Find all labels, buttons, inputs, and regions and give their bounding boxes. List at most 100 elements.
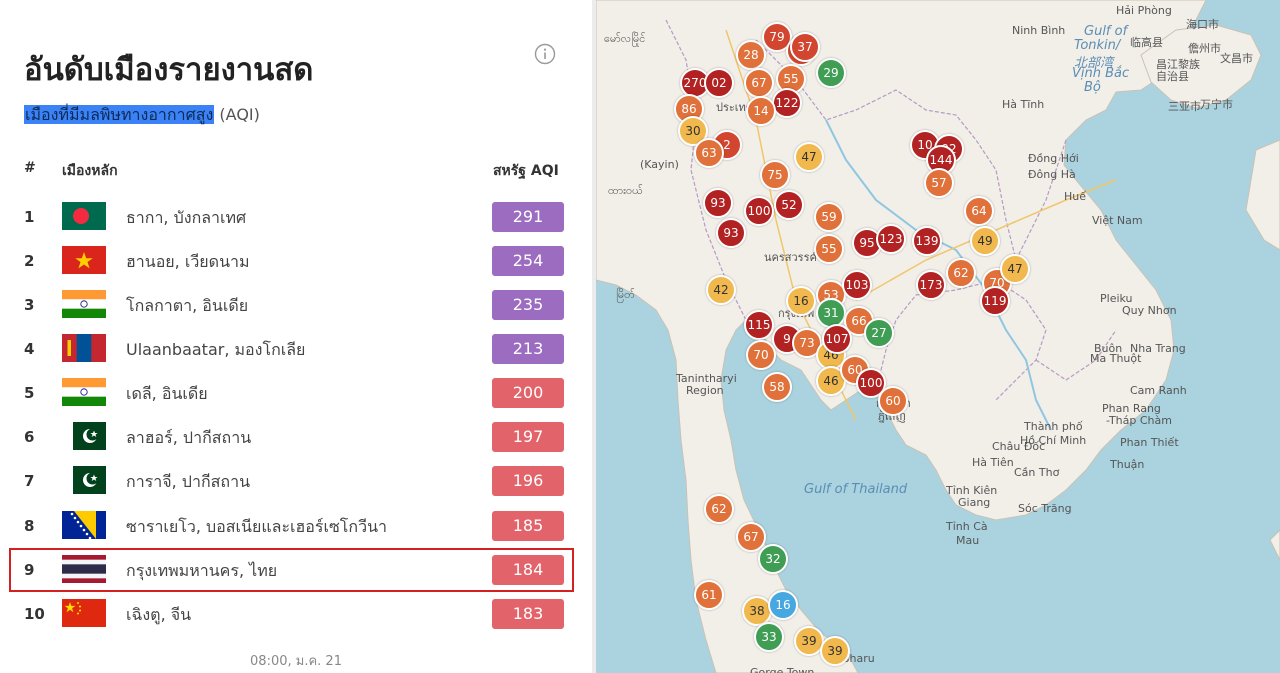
map-place-label: Gulf of (1084, 24, 1128, 39)
aqi-map-marker[interactable]: 67 (736, 522, 766, 552)
aqi-map-marker[interactable]: 62 (946, 258, 976, 288)
map-place-label: Châu Đốc (992, 440, 1046, 453)
row-city[interactable]: เดลี, อินเดีย (126, 384, 208, 403)
map-place-label: Gulf of Thailand (804, 482, 908, 497)
aqi-map-marker[interactable]: 64 (964, 196, 994, 226)
aqi-map-marker[interactable]: 39 (820, 636, 850, 666)
row-city[interactable]: ซาราเยโว, บอสเนียและเฮอร์เซโกวีนา (126, 517, 387, 536)
aqi-map-marker[interactable]: 58 (762, 372, 792, 402)
aqi-map-marker[interactable]: 75 (760, 160, 790, 190)
map-place-label: Thuận (1110, 458, 1145, 471)
aqi-map-marker[interactable]: 55 (814, 234, 844, 264)
aqi-map-marker[interactable]: 31 (816, 298, 846, 328)
row-aqi-badge: 254 (492, 246, 564, 276)
row-city[interactable]: กรุงเทพมหานคร, ไทย (126, 561, 278, 580)
ranking-row[interactable]: 3 โกลกาตา, อินเดีย 235 (10, 285, 572, 327)
map-place-label: Phan Rang (1102, 402, 1161, 415)
map-place-label: Nha Trang (1130, 342, 1186, 355)
aqi-map-marker[interactable]: 122 (772, 88, 802, 118)
aqi-map-marker[interactable]: 42 (706, 275, 736, 305)
aqi-map-marker[interactable]: 270 (680, 68, 710, 98)
aqi-map-marker[interactable]: 103 (842, 270, 872, 300)
row-aqi-badge: 213 (492, 334, 564, 364)
aqi-map-marker[interactable]: 67 (744, 68, 774, 98)
aqi-map-marker[interactable]: 107 (822, 324, 852, 354)
aqi-map-marker[interactable]: 59 (814, 202, 844, 232)
map-place-label: นครสวรรค์ (764, 251, 817, 264)
row-rank: 8 (24, 517, 35, 535)
aqi-map-marker[interactable]: 49 (970, 226, 1000, 256)
row-city[interactable]: โกลกาตา, อินเดีย (126, 296, 249, 315)
row-city[interactable]: เฉิงตู, จีน (126, 605, 192, 624)
aqi-map-marker[interactable]: 32 (758, 544, 788, 574)
aqi-map-marker[interactable]: 70 (746, 340, 776, 370)
ranking-row[interactable]: 7 การาจี, ปากีสถาน 196 (10, 461, 572, 503)
china-flag-icon (62, 599, 106, 627)
aqi-map-marker[interactable]: 93 (703, 188, 733, 218)
aqi-map-marker[interactable]: 173 (916, 270, 946, 300)
aqi-map-marker[interactable]: 47 (1000, 254, 1030, 284)
aqi-map-marker[interactable]: 63 (694, 138, 724, 168)
row-city[interactable]: ลาฮอร์, ปากีสถาน (126, 428, 252, 447)
ranking-row[interactable]: 9 กรุงเทพมหานคร, ไทย 184 (10, 550, 572, 592)
ranking-row[interactable]: 1 ธากา, บังกลาเทศ 291 (10, 197, 572, 239)
aqi-map-marker[interactable]: 02 (704, 68, 734, 98)
aqi-map-marker[interactable]: 16 (786, 286, 816, 316)
map-place-label: Buôn (1094, 342, 1123, 355)
aqi-map-marker[interactable]: 38 (742, 596, 772, 626)
aqi-map-marker[interactable]: 60 (878, 386, 908, 416)
aqi-map[interactable]: Hải Phòng 海口市 Ninh Bình Gulf of Tonkin/北部湾 Vị… (596, 0, 1280, 673)
aqi-map-marker[interactable]: 100 (744, 196, 774, 226)
map-place-label: 自治县 (1156, 70, 1189, 83)
map-place-label: မြိတ် (616, 288, 635, 301)
aqi-map-marker[interactable]: 27 (864, 318, 894, 348)
ranking-row[interactable]: 4 Ulaanbaatar, มองโกเลีย 213 (10, 329, 572, 371)
aqi-map-marker[interactable]: 86 (674, 94, 704, 124)
map-place-label: 儋州市 (1188, 42, 1221, 55)
aqi-map-marker[interactable]: 115 (744, 310, 774, 340)
aqi-map-marker[interactable]: 93 (716, 218, 746, 248)
aqi-map-marker[interactable]: 139 (912, 226, 942, 256)
aqi-map-marker[interactable]: 73 (792, 328, 822, 358)
map-place-label: Ninh Bình (1012, 24, 1066, 37)
map-place-label: 北部湾 (1074, 56, 1114, 71)
aqi-map-marker[interactable]: 29 (816, 58, 846, 88)
aqi-map-marker[interactable]: 28 (736, 40, 766, 70)
subtitle-highlight: เมืองที่มีมลพิษทางอากาศสูง (24, 105, 215, 124)
ranking-row[interactable]: 8 ซาราเยโว, บอสเนียและเฮอร์เซโกวีนา 185 (10, 506, 572, 548)
aqi-map-marker[interactable]: 37 (790, 32, 820, 62)
map-place-label: 昌江黎族 (1156, 58, 1200, 71)
map-land (596, 0, 1280, 673)
row-city[interactable]: Ulaanbaatar, มองโกเลีย (126, 340, 306, 359)
header-aqi: สหรัฐ AQI (493, 163, 559, 179)
map-place-label: မော်လမြိုင် (604, 32, 646, 45)
row-city[interactable]: ธากา, บังกลาเทศ (126, 208, 247, 227)
aqi-map-marker[interactable]: 14 (746, 96, 776, 126)
india-flag-icon (62, 290, 106, 318)
ranking-row[interactable]: 10 เฉิงตู, จีน 183 (10, 594, 572, 636)
row-aqi-badge: 196 (492, 466, 564, 496)
info-icon[interactable] (534, 43, 556, 65)
pakistan-flag-icon (62, 466, 106, 494)
row-rank: 6 (24, 428, 35, 446)
map-place-label: Tanintharyi (676, 372, 737, 385)
thailand-flag-icon (62, 555, 106, 583)
aqi-map-marker[interactable]: 16 (768, 590, 798, 620)
row-city[interactable]: ฮานอย, เวียดนาม (126, 252, 250, 271)
aqi-map-marker[interactable]: 57 (924, 168, 954, 198)
ranking-row[interactable]: 2 ฮานอย, เวียดนาม 254 (10, 241, 572, 283)
aqi-map-marker[interactable]: 30 (678, 116, 708, 146)
map-place-label: Vịnh Bắc (1072, 66, 1130, 81)
row-city[interactable]: การาจี, ปากีสถาน (126, 472, 250, 491)
ranking-row[interactable]: 5 เดลี, อินเดีย 200 (10, 373, 572, 415)
aqi-map-marker[interactable]: 61 (694, 580, 724, 610)
aqi-map-marker[interactable]: 52 (774, 190, 804, 220)
aqi-map-marker[interactable]: 47 (794, 142, 824, 172)
row-aqi-badge: 184 (492, 555, 564, 585)
aqi-map-marker[interactable]: 33 (754, 622, 784, 652)
aqi-map-marker[interactable]: 62 (704, 494, 734, 524)
map-place-label: Tonkin/ (1074, 38, 1121, 53)
aqi-map-marker[interactable]: 119 (980, 286, 1010, 316)
aqi-map-marker[interactable]: 123 (876, 224, 906, 254)
ranking-row[interactable]: 6 ลาฮอร์, ปากีสถาน 197 (10, 417, 572, 459)
